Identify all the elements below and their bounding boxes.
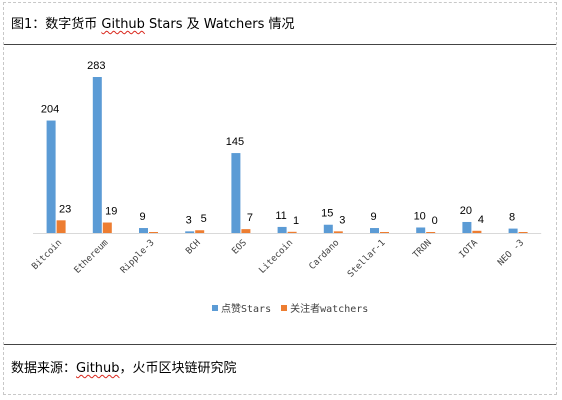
data-label-watchers-0: 23	[59, 203, 71, 215]
data-label-watchers-8: 0	[432, 215, 438, 227]
chart-legend: 点赞Stars 关注者watchers	[212, 300, 368, 315]
data-label-stars-0: 204	[41, 104, 59, 116]
bar-stars-2	[139, 228, 148, 233]
title-suffix: Stars 及 Watchers 情况	[144, 17, 295, 32]
figure-frame	[3, 2, 557, 395]
data-label-stars-10: 8	[509, 212, 515, 224]
bar-watchers-2	[149, 232, 158, 233]
data-label-watchers-6: 3	[339, 214, 345, 226]
bar-watchers-5	[287, 231, 297, 233]
source-note: 数据来源：Github，火币区块链研究院	[11, 357, 237, 376]
data-label-watchers-1: 19	[105, 206, 117, 218]
title-divider	[4, 44, 556, 45]
bar-stars-10	[508, 228, 518, 233]
bar-stars-4	[231, 153, 241, 233]
data-label-stars-8: 10	[414, 210, 426, 222]
data-label-stars-4: 145	[226, 136, 244, 148]
bar-stars-0	[46, 120, 56, 233]
category-label-0: Bitcoin	[30, 238, 64, 272]
source-prefix: 数据来源：	[11, 361, 77, 376]
legend-label-watchers: 关注者watchers	[290, 304, 369, 315]
legend-label-stars: 点赞Stars	[221, 304, 272, 315]
source-github: Github	[76, 361, 120, 376]
category-label-2: Ripple-3	[119, 238, 157, 276]
data-label-stars-3: 3	[186, 214, 192, 226]
data-label-stars-7: 9	[370, 211, 376, 223]
bar-stars-7	[370, 228, 379, 233]
bar-stars-8	[416, 227, 426, 233]
data-label-stars-2: 9	[139, 211, 145, 223]
data-label-watchers-3: 5	[201, 213, 207, 225]
category-label-5: Litecoin	[257, 238, 295, 276]
footer-divider	[4, 344, 556, 345]
legend-item-stars: 点赞Stars	[212, 300, 271, 315]
bar-watchers-7	[380, 232, 389, 233]
data-label-stars-9: 20	[460, 205, 472, 217]
legend-swatch-watchers	[281, 304, 288, 311]
title-github: Github	[101, 17, 145, 32]
bar-watchers-9	[472, 230, 482, 233]
bar-watchers-10	[518, 232, 528, 233]
bar-stars-5	[277, 226, 287, 233]
category-label-4: EOS	[230, 238, 249, 257]
category-label-1: Ethereum	[73, 238, 111, 276]
data-label-watchers-9: 4	[478, 214, 484, 226]
bar-watchers-6	[333, 231, 343, 233]
bar-watchers-3	[195, 230, 205, 233]
data-label-stars-6: 15	[321, 208, 333, 220]
category-label-9: IOTA	[458, 238, 481, 261]
title-prefix: 图1：数字货币	[11, 17, 102, 32]
bar-stars-3	[185, 231, 195, 233]
bar-stars-1	[92, 77, 102, 233]
category-label-6: Cardano	[308, 238, 342, 272]
data-label-stars-5: 11	[275, 210, 286, 222]
legend-item-watchers: 关注者watchers	[281, 300, 368, 315]
category-label-10: NEO -3	[496, 238, 526, 268]
bar-watchers-8	[426, 232, 436, 233]
legend-swatch-stars	[212, 304, 218, 311]
category-label-7: Stellar-1	[346, 238, 388, 280]
bar-watchers-4	[241, 229, 251, 233]
figure-title: 图1：数字货币 Github Stars 及 Watchers 情况	[11, 13, 294, 32]
category-label-8: TRON	[411, 238, 433, 260]
category-label-3: BCH	[184, 238, 203, 257]
data-label-watchers-5: 1	[293, 215, 299, 227]
bar-stars-6	[323, 224, 333, 233]
data-label-stars-1: 283	[87, 60, 105, 72]
bar-watchers-0	[56, 220, 66, 233]
data-label-watchers-4: 7	[247, 212, 253, 224]
bar-stars-9	[462, 221, 472, 233]
source-suffix: ，火币区块链研究院	[119, 361, 237, 376]
bar-watchers-1	[102, 222, 112, 233]
